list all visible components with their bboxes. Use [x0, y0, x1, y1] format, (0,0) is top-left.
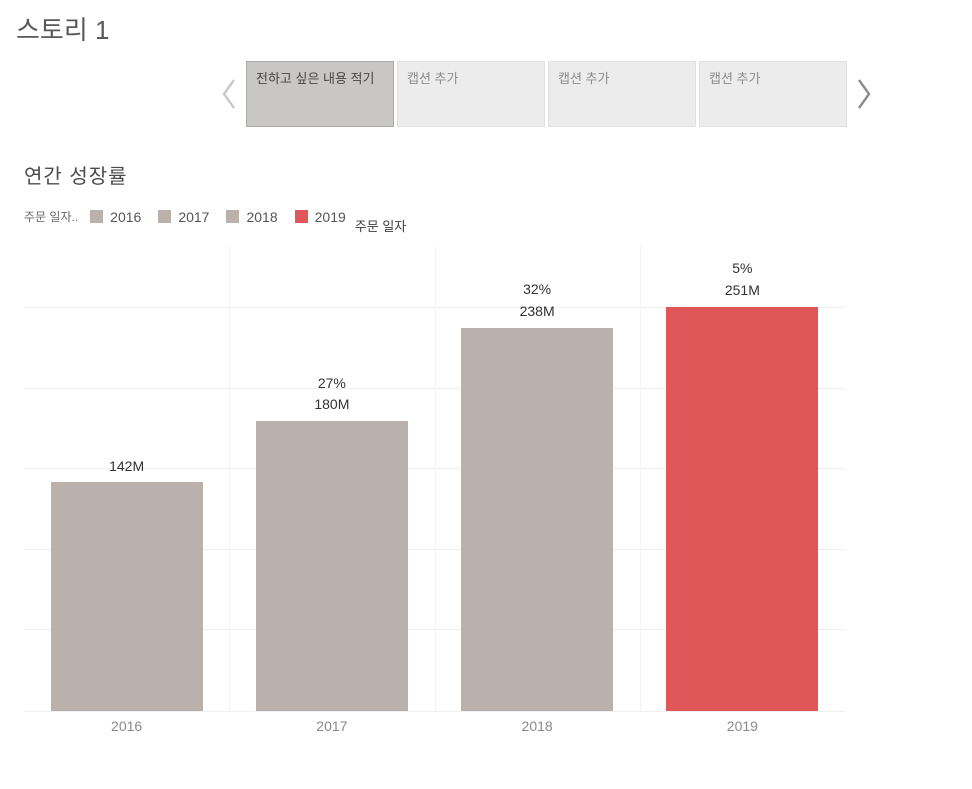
prev-arrow-icon[interactable]	[216, 74, 242, 114]
x-axis-label-2019: 2019	[726, 718, 758, 734]
value-label: 142M	[109, 457, 145, 474]
bar-data-label: 27% 180M	[314, 373, 349, 416]
chart-column-2019: 5% 251M	[640, 245, 845, 711]
legend-title: 주문 일자	[354, 219, 407, 234]
chart-column-2017: 27% 180M	[229, 245, 434, 711]
growth-percent-label: 32%	[523, 281, 552, 298]
story-caption-1[interactable]: 전하고 싶은 내용 적기	[246, 61, 394, 127]
legend-item-label: 2016	[110, 208, 142, 225]
legend-item-label: 2019	[314, 208, 346, 225]
column-divider	[434, 245, 436, 711]
legend-items: 2016 2017 2018 2019	[90, 209, 363, 225]
bar-data-label: 32% 238M	[520, 279, 555, 322]
legend-item-2016[interactable]: 2016	[90, 209, 141, 225]
story-caption-2[interactable]: 캡션 추가	[397, 61, 545, 127]
chart-column-2018: 32% 238M	[435, 245, 640, 711]
bar-2016[interactable]	[50, 482, 203, 711]
legend-item-label: 2018	[246, 208, 278, 225]
legend-swatch-icon	[226, 210, 240, 223]
legend-item-2019[interactable]: 2019	[294, 208, 346, 225]
bar-2018[interactable]	[461, 327, 614, 711]
caption-strip: 전하고 싶은 내용 적기 캡션 추가 캡션 추가 캡션 추가	[246, 61, 847, 127]
chart-column-2016: 142M	[24, 245, 229, 711]
bar-chart: 142M 27% 180M 32% 238M 5% 251M	[24, 245, 845, 712]
x-axis-label-2018: 2018	[521, 718, 553, 734]
bar-data-label: 142M	[109, 456, 144, 478]
legend-swatch-icon	[158, 210, 172, 223]
legend-item-2018[interactable]: 2018	[226, 208, 278, 225]
legend-item-2017[interactable]: 2017	[158, 209, 209, 225]
story-caption-4[interactable]: 캡션 추가	[699, 61, 847, 127]
growth-percent-label: 5%	[732, 260, 753, 277]
story-navigator: 전하고 싶은 내용 적기 캡션 추가 캡션 추가 캡션 추가	[216, 61, 877, 127]
x-axis-label-2017: 2017	[316, 718, 348, 734]
value-label: 251M	[724, 282, 760, 299]
legend-swatch-icon	[90, 210, 104, 223]
legend-item-label: 2017	[178, 208, 210, 225]
chart-title: 연간 성장률	[24, 166, 128, 188]
bar-2017[interactable]	[255, 421, 408, 711]
growth-percent-label: 27%	[317, 374, 346, 391]
value-label: 238M	[519, 303, 555, 320]
story-title: 스토리 1	[16, 15, 110, 45]
bar-data-label: 5% 251M	[725, 258, 760, 301]
next-arrow-icon[interactable]	[851, 74, 877, 114]
chart-legend: 주문 일자.. 2016 2017 2018 2019 주문 일자	[24, 207, 406, 235]
legend-field-label: 주문 일자..	[24, 210, 79, 224]
column-divider	[229, 245, 231, 711]
story-caption-3[interactable]: 캡션 추가	[548, 61, 696, 127]
bar-2019[interactable]	[666, 306, 819, 711]
bars-area: 142M 27% 180M 32% 238M 5% 251M	[24, 245, 845, 711]
x-axis-label-2016: 2016	[111, 718, 143, 734]
x-axis: 2016 2017 2018 2019	[24, 718, 845, 734]
column-divider	[639, 245, 641, 711]
legend-swatch-icon	[294, 210, 308, 223]
value-label: 180M	[314, 396, 350, 413]
